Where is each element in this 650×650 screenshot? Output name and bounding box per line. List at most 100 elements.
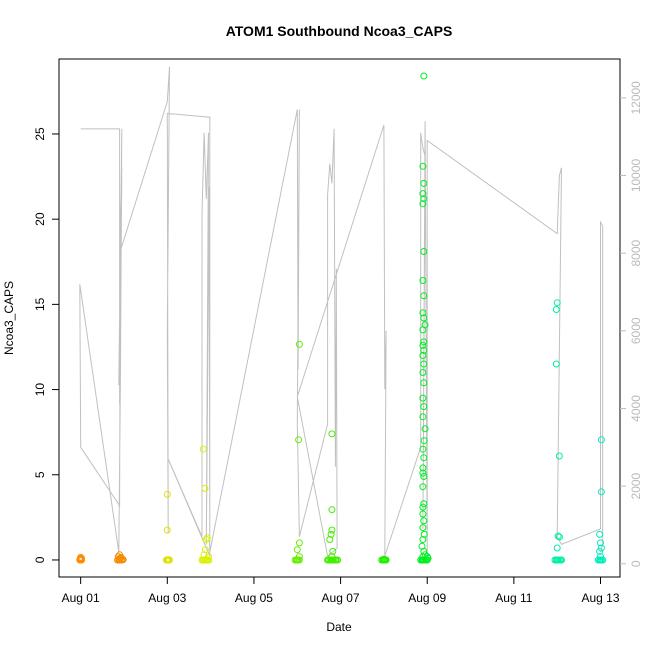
data-point (381, 556, 389, 564)
data-point (597, 539, 604, 547)
data-point (420, 403, 428, 411)
data-point (327, 530, 335, 538)
data-point (420, 379, 428, 387)
data-point (420, 473, 428, 480)
data-point (555, 452, 563, 460)
data-point (419, 524, 427, 532)
y2-tick-label: 8000 (629, 239, 643, 266)
data-point (420, 360, 428, 368)
data-point (420, 292, 428, 300)
data-point (555, 533, 563, 541)
secondary-series (79, 66, 604, 557)
data-point (295, 556, 303, 564)
data-point (553, 544, 561, 552)
y-axis-label: Ncoa3_CAPS (2, 281, 16, 355)
data-point (419, 510, 427, 518)
data-point (419, 369, 427, 376)
data-point (420, 437, 428, 445)
x-tick-label: Aug 13 (581, 591, 619, 605)
data-point (295, 340, 303, 348)
data-point (420, 314, 428, 322)
data-point (328, 430, 336, 438)
y2-tick-label: 4000 (629, 395, 643, 422)
x-axis: Aug 01 Aug 03 Aug 05 Aug 07 Aug 09 Aug 11 Aug … (62, 576, 620, 605)
data-point (419, 162, 427, 170)
chart-title: ATOM1 Southbound Ncoa3_CAPS (226, 23, 453, 39)
data-point (421, 321, 429, 329)
x-tick-label: Aug 05 (235, 591, 273, 605)
y2-tick-label: 2000 (629, 472, 643, 499)
y-tick-label: 5 (33, 471, 47, 478)
data-point (328, 526, 336, 534)
data-point (203, 534, 211, 542)
data-point (200, 551, 208, 559)
data-point (419, 190, 427, 198)
data-point (597, 488, 605, 496)
data-point (205, 556, 213, 564)
x-axis-label: Date (326, 620, 352, 634)
data-points (76, 72, 607, 564)
data-point (596, 530, 604, 538)
data-point (419, 352, 427, 359)
data-point (420, 454, 428, 462)
y2-tick-label: 0 (629, 560, 643, 567)
y-tick-label: 10 (33, 383, 47, 397)
data-point (334, 556, 342, 564)
data-point (295, 539, 303, 547)
data-point (558, 556, 565, 564)
data-point (205, 553, 212, 561)
data-point (201, 484, 209, 492)
y-tick-label: 25 (33, 127, 47, 141)
y2-tick-label: 10000 (629, 158, 643, 192)
data-point (597, 436, 605, 444)
data-point (419, 483, 427, 491)
data-point (77, 553, 85, 561)
data-point (199, 445, 207, 453)
data-point (420, 530, 428, 538)
y2-tick-label: 12000 (629, 81, 643, 115)
data-point (419, 341, 427, 349)
data-point (597, 544, 605, 552)
y2-axis: 0 2000 4000 6000 8000 10000 12000 (620, 81, 643, 567)
data-point (423, 553, 431, 561)
data-point (420, 346, 428, 354)
data-point (419, 536, 427, 543)
data-point (419, 394, 427, 402)
data-point (552, 360, 560, 368)
data-point (421, 551, 429, 559)
data-point (420, 500, 428, 508)
y-tick-label: 0 (33, 556, 47, 563)
data-point (163, 526, 171, 534)
y-axis: 0 5 10 15 20 25 (33, 127, 60, 563)
x-tick-label: Aug 03 (148, 591, 186, 605)
data-point (552, 306, 560, 313)
data-point (420, 72, 428, 80)
data-point (420, 195, 428, 203)
data-point (553, 299, 561, 307)
data-point (326, 536, 334, 543)
data-point (554, 532, 562, 540)
x-tick-label: Aug 11 (495, 591, 532, 605)
data-point (293, 546, 301, 554)
data-point (419, 277, 427, 284)
data-point (419, 553, 427, 561)
data-point (329, 547, 337, 555)
data-point (163, 490, 171, 498)
data-point (597, 553, 604, 561)
data-point (419, 503, 427, 511)
x-tick-label: Aug 09 (408, 591, 446, 605)
data-point (421, 425, 429, 433)
data-point (419, 445, 427, 453)
y2-tick-label: 6000 (629, 317, 643, 344)
data-point (328, 506, 336, 514)
y-tick-label: 20 (33, 212, 47, 226)
data-point (420, 248, 428, 255)
data-point (295, 436, 303, 444)
x-tick-label: Aug 01 (62, 591, 100, 605)
data-point (295, 553, 303, 561)
data-point (116, 556, 124, 564)
data-point (419, 469, 427, 477)
x-tick-label: Aug 07 (322, 591, 360, 605)
data-point (418, 542, 426, 550)
